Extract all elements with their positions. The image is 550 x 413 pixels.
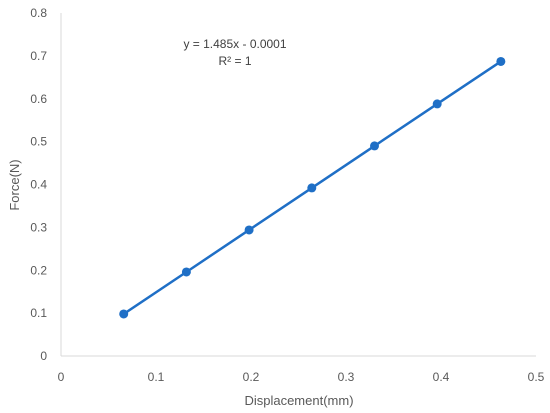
y-tick-label: 0.1 xyxy=(30,306,47,320)
data-point xyxy=(119,309,129,319)
y-tick-label: 0.2 xyxy=(30,263,47,277)
y-tick-label: 0.4 xyxy=(30,178,47,192)
r-squared-label: R² = 1 xyxy=(218,54,251,68)
data-point xyxy=(181,267,191,277)
data-point xyxy=(244,225,254,235)
data-point xyxy=(370,141,379,151)
x-tick-label: 0.1 xyxy=(148,370,165,384)
y-tick-label: 0.6 xyxy=(30,92,47,106)
data-point xyxy=(432,99,442,109)
x-tick-label: 0.2 xyxy=(243,370,260,384)
y-axis-title: Force(N) xyxy=(7,159,22,210)
axes: 0 0.1 0.2 0.3 0.4 0.5 0 0.1 0.2 0.3 0.4 0.5 0.6 0.7 0.… xyxy=(30,6,544,384)
y-tick-label: 0.7 xyxy=(30,49,47,63)
x-tick-label: 0.5 xyxy=(528,370,545,384)
trendline-equation: y = 1.485x - 0.0001 xyxy=(183,37,286,51)
y-tick-label: 0.8 xyxy=(30,6,47,20)
x-axis-title: Displacement(mm) xyxy=(244,393,353,408)
data-point xyxy=(496,56,506,66)
x-tick-label: 0.3 xyxy=(338,370,355,384)
y-tick-label: 0 xyxy=(40,349,47,363)
data-point xyxy=(307,183,317,193)
x-tick-label: 0 xyxy=(58,370,65,384)
y-tick-label: 0.3 xyxy=(30,220,47,234)
labels-layer: Displacement(mm) Force(N) y = 1.485x - 0… xyxy=(7,37,354,408)
y-tick-label: 0.5 xyxy=(30,135,47,149)
series-layer xyxy=(119,56,506,319)
x-tick-label: 0.4 xyxy=(433,370,450,384)
